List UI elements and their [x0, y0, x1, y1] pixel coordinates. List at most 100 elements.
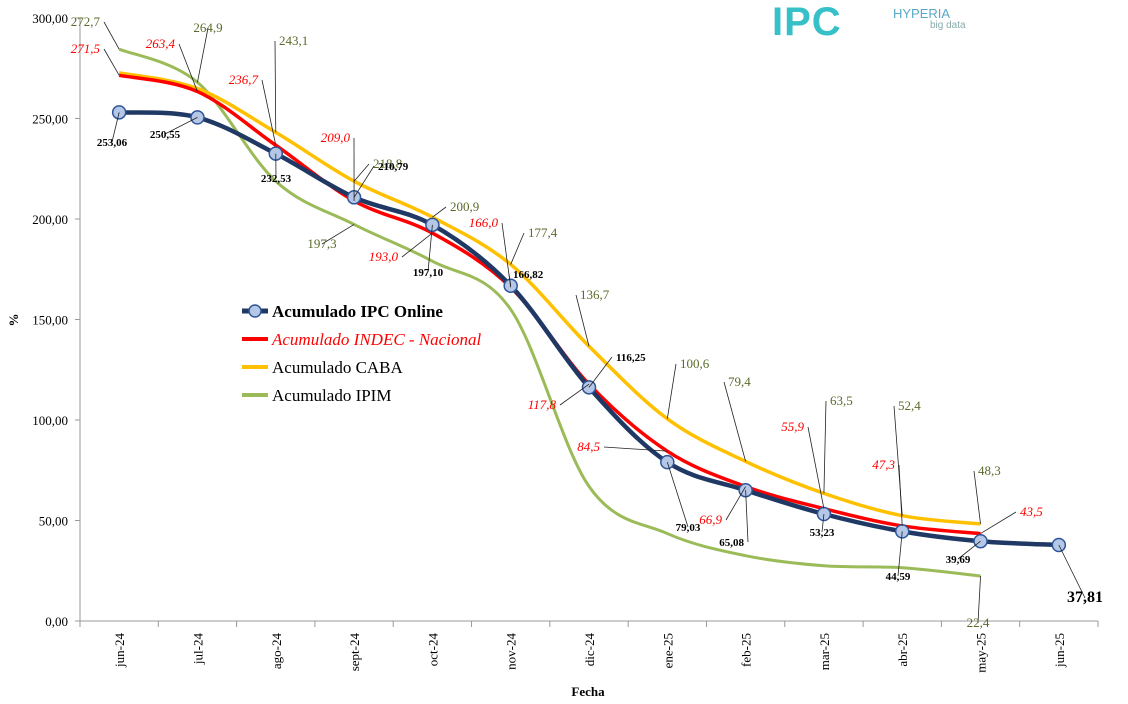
data-label-leader: [274, 40, 277, 133]
legend-label: Acumulado CABA: [272, 358, 404, 377]
data-label-leader: [725, 486, 746, 521]
hyperia-logo: HYPERIA: [893, 6, 951, 21]
data-label: 232,53: [261, 173, 292, 185]
data-label-leader: [559, 383, 590, 406]
data-label: 48,3: [978, 463, 1001, 478]
data-label-leader: [508, 273, 512, 286]
data-label: 243,1: [279, 33, 308, 48]
hyperia-logo-sub: big data: [930, 20, 966, 31]
data-label-leader: [1058, 544, 1086, 599]
data-label: 263,4: [146, 36, 176, 51]
series-line-acumulado-ipim: [118, 47, 981, 578]
data-label-leader: [353, 163, 370, 182]
data-label-leader: [401, 232, 433, 258]
data-label-leader: [321, 224, 355, 245]
data-label: 117,8: [528, 397, 557, 412]
x-tick-label: jun-25: [1052, 633, 1067, 668]
x-axis-title: Fecha: [571, 684, 605, 699]
legend-label: Acumulado IPC Online: [272, 302, 443, 321]
data-label-leader: [823, 400, 827, 494]
data-label: 47,3: [872, 457, 895, 472]
y-tick-label: 200,00: [32, 212, 68, 227]
data-label-leader: [977, 575, 981, 624]
data-label-leader: [603, 446, 668, 452]
data-label: 197,10: [413, 267, 444, 279]
x-tick-label: dic-24: [582, 633, 597, 667]
x-tick-label: ene-25: [660, 633, 675, 668]
data-label: 53,23: [810, 527, 835, 539]
x-tick-label: feb-25: [739, 633, 754, 667]
data-label-leader: [261, 79, 277, 146]
data-label: 22,4: [967, 615, 990, 630]
data-label-leader: [723, 381, 747, 462]
data-label: 116,25: [616, 352, 646, 364]
data-label-leader: [666, 363, 677, 419]
data-label-leader: [103, 48, 120, 76]
data-label-leader: [432, 206, 447, 218]
data-label: 218,8: [373, 156, 402, 171]
x-tick-label: oct-24: [425, 633, 440, 667]
data-label: 177,4: [528, 225, 558, 240]
data-label-leader: [980, 511, 1017, 534]
data-label: 200,9: [450, 199, 479, 214]
y-tick-label: 0,00: [45, 614, 68, 629]
y-axis-title: %: [6, 314, 21, 327]
data-label-leader: [897, 531, 903, 577]
data-label: 236,7: [229, 72, 259, 87]
legend-marker: [248, 304, 262, 318]
data-label-leader: [973, 470, 981, 524]
data-label-leader: [510, 232, 525, 265]
data-label-leader: [427, 224, 433, 273]
data-label: 100,6: [680, 356, 710, 371]
data-label: 79,4: [728, 374, 751, 389]
ipc-logo: IPC: [772, 0, 842, 44]
x-tick-label: jul-24: [190, 633, 205, 666]
data-label: 66,9: [699, 512, 722, 527]
x-tick-label: sept-24: [347, 633, 362, 672]
data-label: 166,82: [513, 269, 544, 281]
data-label: 39,69: [946, 554, 971, 566]
data-label-leader: [666, 462, 689, 528]
x-tick-label: ago-24: [269, 633, 284, 670]
x-tick-label: abr-25: [895, 633, 910, 667]
data-label-leader: [111, 112, 120, 143]
data-label: 210,79: [378, 161, 409, 173]
data-label-leader: [575, 294, 590, 347]
data-label: 44,59: [886, 571, 911, 583]
data-label-leader: [898, 464, 903, 526]
data-label: 43,5: [1020, 504, 1043, 519]
data-label-leader: [957, 540, 981, 560]
y-tick-label: 50,00: [39, 514, 68, 529]
data-label: 84,5: [577, 439, 600, 454]
x-tick-label: nov-24: [504, 633, 519, 670]
data-label: 136,7: [580, 287, 610, 302]
y-tick-label: 250,00: [32, 112, 68, 127]
data-label: 37,81: [1067, 589, 1103, 606]
data-label: 193,0: [369, 249, 399, 264]
legend-label: Acumulado IPIM: [272, 386, 391, 405]
data-label: 79,03: [676, 522, 701, 534]
x-tick-label: may-25: [974, 633, 989, 673]
data-label-leader: [197, 27, 209, 83]
data-label: 197,3: [307, 236, 336, 251]
data-label: 166,0: [469, 215, 499, 230]
data-label: 63,5: [830, 393, 853, 408]
data-label: 209,0: [321, 130, 351, 145]
data-label-leader: [178, 43, 198, 92]
data-label-leader: [588, 356, 613, 388]
data-label-leader: [103, 21, 120, 50]
data-label: 52,4: [898, 398, 921, 413]
legend-label: Acumulado INDEC - Nacional: [271, 330, 481, 349]
x-tick-label: mar-25: [817, 633, 832, 670]
data-label: 250,55: [150, 129, 181, 141]
data-label-leader: [164, 117, 198, 135]
data-label: 55,9: [781, 419, 804, 434]
x-tick-label: jun-24: [112, 633, 127, 668]
y-tick-label: 150,00: [32, 313, 68, 328]
data-label: 272,7: [71, 14, 101, 29]
data-label: 253,06: [97, 137, 128, 149]
data-label: 264,9: [193, 20, 222, 35]
y-tick-label: 300,00: [32, 11, 68, 26]
y-tick-label: 100,00: [32, 413, 68, 428]
